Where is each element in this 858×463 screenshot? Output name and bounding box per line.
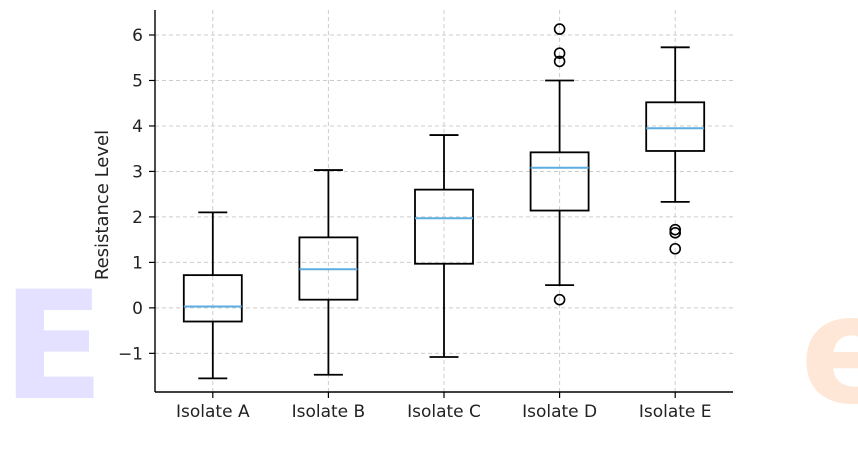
x-tick-label: Isolate D: [522, 402, 597, 422]
x-tick-label: Isolate A: [176, 402, 250, 422]
box-isolate-a: [182, 211, 243, 380]
svg-text:E: E: [2, 260, 104, 434]
y-tick-label: 0: [132, 299, 143, 319]
svg-text:e: e: [800, 264, 858, 438]
outlier-point: [553, 23, 566, 35]
y-tick-labels: −1 0 1 2 3 4 5 6: [118, 26, 143, 364]
iqr-box: [529, 151, 590, 212]
watermark-logo: E e: [2, 260, 858, 438]
box-isolate-b: [298, 169, 359, 376]
boxes-layer: [182, 23, 706, 380]
y-tick-label: 2: [132, 208, 143, 228]
box-isolate-e: [645, 46, 706, 255]
x-tick-label: Isolate E: [639, 402, 712, 422]
y-tick-label: −1: [118, 344, 143, 364]
outlier-point: [553, 47, 566, 60]
y-tick-label: 3: [132, 162, 143, 182]
box-isolate-d: [529, 23, 590, 306]
outlier-point: [553, 293, 566, 306]
outlier-point: [553, 55, 566, 68]
y-tick-label: 6: [132, 26, 143, 46]
outlier-point: [669, 242, 682, 255]
box-isolate-c: [414, 134, 474, 358]
x-tick-labels: Isolate A Isolate B Isolate C Isolate D Isol…: [176, 402, 712, 422]
y-tick-label: 1: [132, 253, 143, 273]
axes: [149, 10, 733, 398]
outlier-point: [669, 223, 682, 236]
iqr-box: [414, 188, 474, 265]
iqr-box: [182, 274, 243, 323]
y-tick-label: 5: [132, 71, 143, 91]
y-tick-label: 4: [132, 117, 143, 137]
y-axis-label: Resistance Level: [92, 130, 113, 280]
outlier-point: [669, 227, 682, 239]
x-tick-label: Isolate C: [407, 402, 481, 422]
iqr-box: [645, 101, 706, 152]
x-tick-label: Isolate B: [292, 402, 366, 422]
